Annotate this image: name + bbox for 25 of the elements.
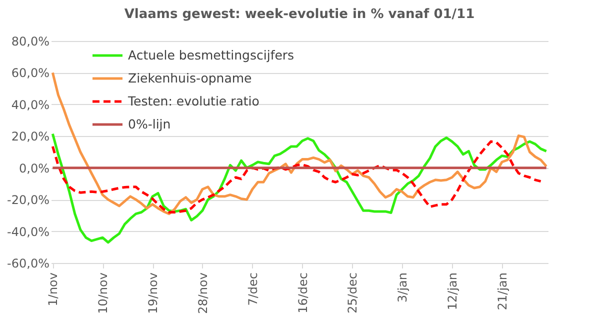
- y-tick-label: 40,0%: [11, 98, 50, 112]
- x-tick-label: 28/nov: [196, 272, 210, 314]
- y-tick-label: 80,0%: [11, 34, 50, 48]
- y-tick-label: 60,0%: [11, 66, 50, 80]
- chart-title: Vlaams gewest: week-evolutie in % vanaf 01/11: [124, 7, 475, 22]
- y-tick-label: -40,0%: [7, 224, 50, 239]
- x-tick-label: 10/nov: [96, 272, 110, 314]
- legend-label: Testen: evolutie ratio: [127, 94, 260, 108]
- x-tick-label: 21/jan: [495, 272, 510, 310]
- y-tick-label: -20,0%: [7, 193, 50, 208]
- x-tick-label: 1/nov: [46, 272, 60, 306]
- x-tick-label: 25/dec: [346, 272, 360, 314]
- y-tick-label: 0,0%: [19, 161, 50, 176]
- legend-label: 0%-lijn: [128, 116, 171, 132]
- legend-label: Actuele besmettingscijfers: [128, 48, 294, 62]
- legend-label: Ziekenhuis-opname: [128, 70, 252, 86]
- line-series: [51, 140, 542, 214]
- x-tick-label: 19/nov: [146, 272, 160, 314]
- x-tick-label: 16/dec: [296, 272, 310, 314]
- x-tick-label: 3/jan: [396, 272, 410, 302]
- y-tick-label: -60,0%: [7, 256, 50, 270]
- line-series: [51, 71, 548, 216]
- x-tick-label: 12/jan: [446, 272, 460, 310]
- x-tick-label: 7/dec: [246, 272, 260, 306]
- y-tick-label: 20,0%: [11, 130, 50, 144]
